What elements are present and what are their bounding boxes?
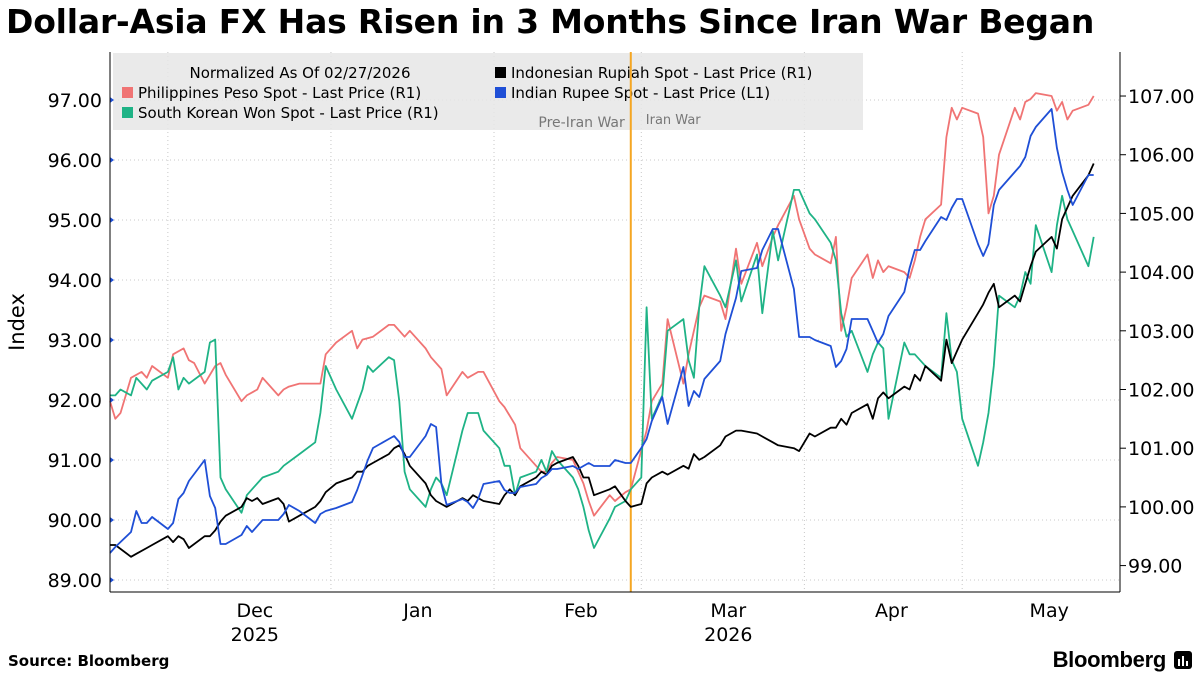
y-left-tick [110,517,114,523]
brand-logo-text: Bloomberg [1052,647,1167,672]
y-right-tick-label: 106.00 [1128,145,1194,167]
x-tick-label: Apr [875,600,908,622]
series-line [110,163,1095,558]
event-marker: Pre-Iran War Iran War [538,52,701,592]
legend-header: Normalized As Of 02/27/2026 [190,64,411,82]
bloomberg-bars-icon [1174,651,1192,669]
y-left-tick-label: 91.00 [48,450,102,472]
y-left-tick [110,97,114,103]
legend-background [113,53,863,130]
y-left-tick-label: 95.00 [48,210,102,232]
legend-swatch [122,107,133,118]
chart-title: Dollar-Asia FX Has Risen in 3 Months Sin… [6,2,1095,41]
legend-entry-label: Philippines Peso Spot - Last Price (R1) [138,84,421,102]
x-tick-year-label: 2026 [704,624,752,646]
y-right-tick-label: 107.00 [1128,86,1194,108]
y-left-tick [110,397,114,403]
y-left-tick-label: 89.00 [48,570,102,592]
y-left-tick [110,457,114,463]
y-left-tick [110,337,114,343]
y-right-tick-label: 101.00 [1128,438,1194,460]
legend: Normalized As Of 02/27/2026 Philippines … [113,53,863,130]
y-left-tick [110,577,114,583]
legend-entry-label: Indonesian Rupiah Spot - Last Price (R1) [511,64,812,82]
series-lines [109,92,1095,558]
series-line [109,92,1095,517]
legend-entry-label: South Korean Won Spot - Last Price (R1) [138,104,439,122]
source-note: Source: Bloomberg [8,652,170,670]
x-tick-label: Dec [236,600,273,622]
event-label-before: Pre-Iran War [538,115,625,131]
event-label-after: Iran War [646,113,702,128]
legend-swatch [495,67,506,78]
x-tick-label: May [1030,600,1069,622]
y-right-tick-label: 103.00 [1128,321,1194,343]
legend-entry-label: Indian Rupee Spot - Last Price (L1) [511,84,770,102]
y-right-tick-label: 104.00 [1128,262,1194,284]
y-right-tick-label: 100.00 [1128,497,1194,519]
y-left-tick-label: 96.00 [48,150,102,172]
series-line [109,108,1094,554]
gridlines [110,52,1120,592]
y-left-tick-label: 93.00 [48,330,102,352]
y-left-tick [110,277,114,283]
y-right-tick-label: 99.00 [1128,556,1182,578]
x-tick-label: Mar [710,600,746,622]
series-line [110,189,1095,549]
y-left-tick [110,217,114,223]
y-left-tick-label: 92.00 [48,390,102,412]
x-tick-label: Jan [402,600,432,622]
y-right-tick-label: 105.00 [1128,203,1194,225]
x-tick-year-label: 2025 [231,624,279,646]
y-axis-label: Index [5,293,29,351]
y-left-tick-label: 90.00 [48,510,102,532]
y-left-tick-label: 97.00 [48,90,102,112]
legend-swatch [495,87,506,98]
y-right-tick-label: 102.00 [1128,380,1194,402]
y-left-tick [110,157,114,163]
axes: 89.00 90.00 91.00 92.00 93.00 94.00 95.00 96.00… [48,52,1194,646]
x-tick-label: Feb [564,600,598,622]
legend-swatch [122,87,133,98]
y-left-tick-label: 94.00 [48,270,102,292]
